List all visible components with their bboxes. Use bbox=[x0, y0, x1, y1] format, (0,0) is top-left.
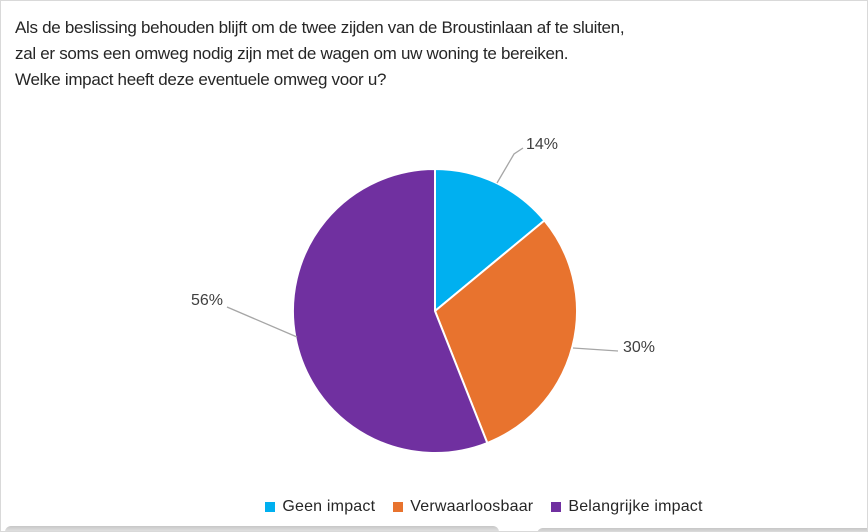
chart-title-line-3: Welke impact heeft deze eventuele omweg … bbox=[15, 70, 387, 89]
legend-label: Belangrijke impact bbox=[568, 498, 703, 515]
chart-legend: Geen impact Verwaarloosbaar Belangrijke … bbox=[51, 498, 867, 516]
data-label-verwaarloosbaar: 30% bbox=[623, 339, 655, 356]
pie-slice-geen-impact bbox=[434, 168, 546, 312]
legend-item-verwaarloosbaar: Verwaarloosbaar bbox=[393, 498, 533, 516]
data-label-belangrijke-impact: 56% bbox=[191, 292, 223, 309]
legend-label: Verwaarloosbaar bbox=[410, 498, 534, 515]
legend-swatch-icon bbox=[265, 502, 276, 512]
legend-label: Geen impact bbox=[282, 498, 376, 515]
data-label-geen-impact: 14% bbox=[526, 136, 558, 153]
leader-line bbox=[572, 347, 619, 352]
leader-line bbox=[496, 147, 524, 184]
leader-line bbox=[226, 306, 298, 338]
chart-title-line-2: zal er soms een omweg nodig zijn met de … bbox=[15, 44, 569, 63]
pie-slice-belangrijke-impact bbox=[291, 168, 489, 454]
pie-chart-svg: 14% 30% 56% bbox=[191, 136, 655, 454]
page-bottom-card-edge-left bbox=[5, 526, 499, 531]
chart-title-line-1: Als de beslissing behouden blijft om de … bbox=[15, 18, 625, 37]
chart-title: Als de beslissing behouden blijft om de … bbox=[15, 15, 735, 93]
pie-slice-verwaarloosbaar bbox=[434, 219, 578, 444]
legend-swatch-icon bbox=[551, 502, 562, 512]
page-bottom-card-edge-right bbox=[537, 528, 867, 531]
legend-item-geen-impact: Geen impact bbox=[265, 498, 375, 516]
legend-item-belangrijke-impact: Belangrijke impact bbox=[551, 498, 702, 516]
legend-swatch-icon bbox=[393, 502, 404, 512]
